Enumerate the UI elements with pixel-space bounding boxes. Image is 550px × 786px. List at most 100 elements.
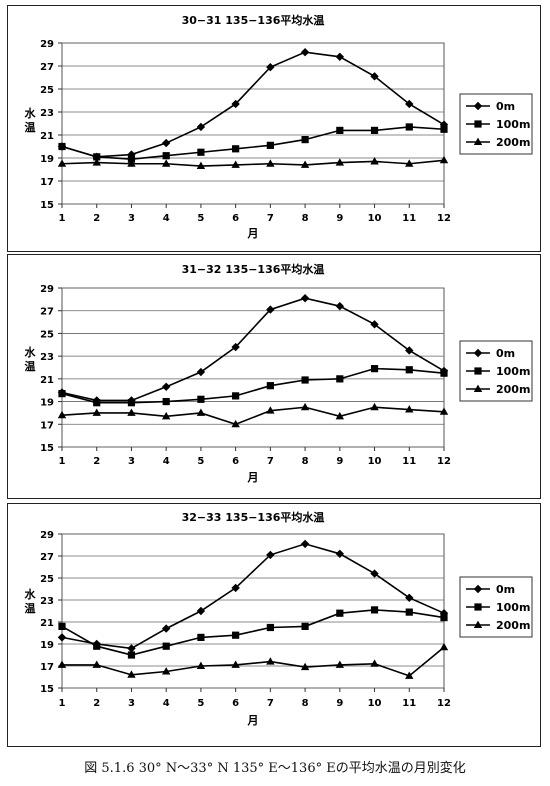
data-point	[439, 642, 449, 651]
legend-marker	[474, 367, 482, 375]
y-tick-label: 17	[40, 177, 54, 188]
x-tick-label: 6	[232, 698, 239, 709]
data-point	[93, 399, 101, 407]
data-point	[405, 159, 414, 167]
series-100m	[58, 365, 448, 407]
series-line	[61, 126, 445, 160]
y-tick-label: 27	[40, 307, 54, 318]
data-point	[335, 301, 345, 311]
data-point	[266, 141, 274, 149]
x-tick-label: 11	[402, 698, 416, 709]
x-tick-label: 1	[59, 698, 66, 709]
x-tick-label: 8	[302, 698, 309, 709]
x-axis-label: 月	[247, 714, 259, 727]
legend-label: 100m	[496, 118, 530, 131]
x-tick-label: 9	[336, 213, 343, 224]
series-line	[61, 406, 445, 426]
series-200m	[57, 402, 449, 428]
y-tick-label: 19	[40, 640, 54, 651]
data-point	[370, 126, 379, 134]
data-point	[405, 366, 413, 374]
x-tick-label: 3	[128, 213, 135, 224]
y-tick-label: 15	[40, 684, 54, 695]
data-point	[197, 633, 205, 641]
legend: 0m 100m 200m	[459, 340, 533, 402]
data-point	[57, 410, 67, 419]
data-point	[92, 408, 101, 416]
plot-area	[61, 42, 445, 205]
data-point	[370, 402, 379, 411]
data-point	[196, 606, 206, 616]
legend-marker	[474, 120, 482, 128]
y-tick-label: 29	[40, 39, 54, 50]
x-tick-label: 4	[163, 698, 170, 709]
series-line	[61, 51, 445, 158]
figure-caption: 図 5.1.6 30° N～33° N 135° E～136° Eの平均水温の月…	[84, 761, 466, 776]
x-tick-label: 12	[437, 213, 451, 224]
x-tick-label: 2	[93, 456, 100, 467]
y-tick-label: 17	[40, 662, 54, 673]
data-point	[266, 62, 275, 72]
y-tick-label: 29	[40, 530, 54, 541]
y-tick-label: 17	[40, 420, 54, 431]
series-line	[61, 159, 445, 167]
data-point	[301, 622, 309, 630]
legend-label: 200m	[496, 619, 530, 632]
data-point	[231, 660, 240, 668]
y-tick-label: 19	[40, 154, 54, 165]
x-tick-label: 1	[59, 456, 66, 467]
y-tick-label: 23	[40, 596, 54, 607]
x-tick-label: 7	[267, 698, 274, 709]
data-point	[405, 123, 413, 131]
legend-label: 200m	[496, 383, 530, 396]
series-200m	[57, 642, 449, 679]
x-tick-label: 9	[336, 456, 343, 467]
data-point	[231, 419, 240, 428]
x-tick-label: 2	[93, 213, 100, 224]
data-point	[335, 52, 345, 61]
data-point	[370, 659, 379, 667]
x-tick-label: 1	[59, 213, 66, 224]
data-point	[336, 375, 344, 383]
data-point	[440, 614, 448, 622]
series-line	[61, 367, 445, 404]
data-point	[161, 159, 171, 167]
x-tick-label: 4	[163, 456, 170, 467]
legend-marker	[473, 384, 483, 392]
y-tick-label: 19	[40, 398, 54, 409]
data-point	[232, 631, 240, 639]
y-axis-label: 水温	[25, 106, 37, 134]
data-point	[405, 608, 413, 616]
data-point	[196, 122, 206, 132]
data-point	[127, 651, 136, 659]
data-point	[266, 406, 275, 414]
data-point	[232, 145, 240, 153]
series-line	[61, 543, 445, 650]
data-point	[300, 48, 310, 57]
data-point	[161, 382, 171, 392]
data-point	[127, 670, 136, 678]
data-point	[127, 399, 136, 407]
data-point	[405, 671, 414, 679]
y-tick-label: 21	[40, 618, 54, 629]
x-tick-label: 6	[232, 456, 239, 467]
series-100m	[58, 123, 448, 163]
data-point	[58, 142, 66, 151]
data-point	[370, 320, 379, 329]
y-tick-label: 23	[40, 352, 54, 363]
data-point	[266, 159, 275, 167]
x-axis-label: 月	[247, 227, 259, 240]
x-tick-label: 2	[93, 698, 100, 709]
legend-label: 0m	[496, 347, 515, 360]
data-point	[127, 644, 136, 653]
data-point	[127, 408, 136, 416]
x-tick-label: 10	[368, 698, 382, 709]
data-point	[405, 346, 414, 355]
legend-label: 200m	[496, 136, 530, 149]
y-tick-label: 23	[40, 108, 54, 119]
data-point	[58, 390, 66, 398]
data-point	[196, 661, 206, 669]
chart-title: 32−33 135−136平均水温	[182, 510, 325, 524]
